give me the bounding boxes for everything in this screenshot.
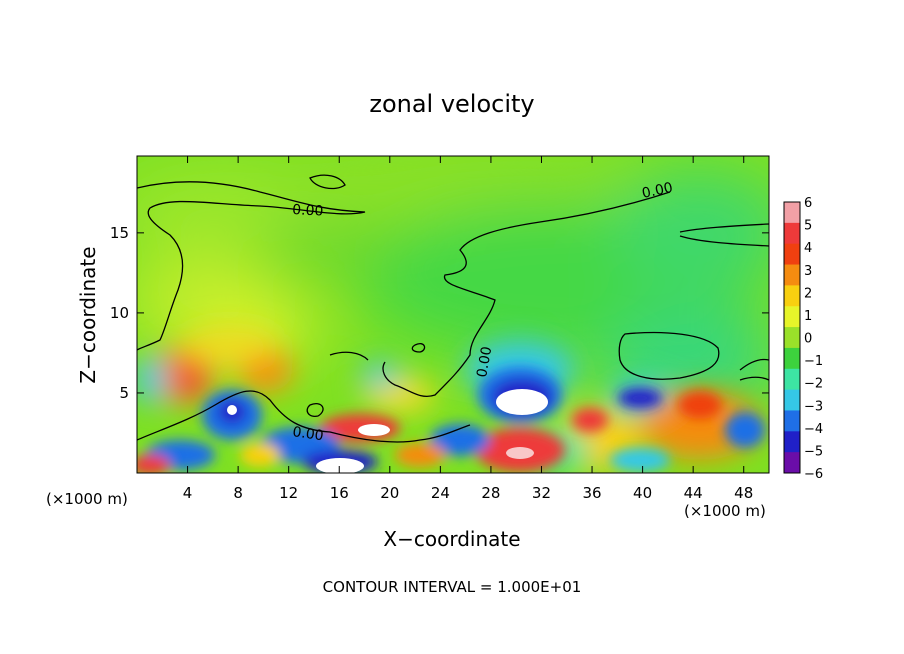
y-tick-label: 5 bbox=[119, 384, 129, 402]
colorbar-swatch bbox=[784, 431, 800, 453]
colorbar-swatch bbox=[784, 347, 800, 370]
contour-label: 0.00 bbox=[292, 202, 324, 220]
contour-interval-note: CONTOUR INTERVAL = 1.000E+01 bbox=[323, 578, 582, 596]
colorbar-tick-label: 4 bbox=[804, 241, 812, 256]
colorbar-tick-label: −4 bbox=[804, 422, 823, 437]
colorbar-swatch bbox=[784, 306, 800, 328]
y-axis-label: Z−coordinate bbox=[76, 246, 100, 383]
colorbar-tick-label: 5 bbox=[804, 219, 812, 234]
x-tick-label: 28 bbox=[481, 484, 500, 502]
colorbar-tick-label: −1 bbox=[804, 354, 823, 369]
x-tick-label: 40 bbox=[633, 484, 652, 502]
colorbar-tick-label: −5 bbox=[804, 444, 823, 459]
x-tick-label: 4 bbox=[183, 484, 193, 502]
x-tick-label: 8 bbox=[233, 484, 243, 502]
colorbar-swatch bbox=[784, 327, 800, 349]
contour-label: 0.00 bbox=[641, 180, 675, 202]
plot-frame bbox=[136, 155, 770, 474]
x-tick-label: 36 bbox=[582, 484, 601, 502]
y-tick-label: 15 bbox=[110, 224, 129, 242]
y-axis: 5 10 15 bbox=[110, 224, 769, 402]
x-axis-unit-left: (×1000 m) bbox=[46, 490, 128, 508]
colorbar-swatch bbox=[784, 264, 800, 286]
colorbar-tick-label: 3 bbox=[804, 264, 812, 279]
colorbar: 6 5 4 3 2 1 0 −1 −2 −3 −4 −5 −6 bbox=[783, 196, 823, 482]
colorbar-swatch bbox=[784, 368, 800, 391]
colorbar-frame bbox=[783, 201, 801, 474]
colorbar-swatch bbox=[784, 222, 800, 245]
colorbar-swatch bbox=[784, 243, 800, 266]
contour-label: 0.00 bbox=[474, 345, 495, 378]
colorbar-swatch bbox=[784, 285, 800, 307]
colorbar-swatch bbox=[784, 452, 800, 474]
colorbar-tick-label: 0 bbox=[804, 332, 812, 347]
colorbar-swatch bbox=[784, 202, 800, 224]
colorbar-tick-label: 6 bbox=[804, 196, 812, 211]
chart-title: zonal velocity bbox=[369, 90, 534, 118]
colorbar-swatch bbox=[784, 389, 800, 411]
colorbar-tick-label: 1 bbox=[804, 309, 812, 324]
colorbar-tick-label: 2 bbox=[804, 286, 812, 301]
zero-contours bbox=[137, 174, 769, 443]
x-axis-label: X−coordinate bbox=[383, 527, 520, 551]
colorbar-tick-label: −2 bbox=[804, 377, 823, 392]
x-tick-label: 16 bbox=[330, 484, 349, 502]
x-tick-label: 24 bbox=[431, 484, 450, 502]
colorbar-tick-label: −6 bbox=[804, 467, 823, 482]
colorbar-swatch bbox=[784, 410, 800, 432]
x-tick-label: 48 bbox=[734, 484, 753, 502]
contour-label: 0.00 bbox=[291, 424, 324, 444]
velocity-field bbox=[137, 156, 769, 473]
y-tick-label: 10 bbox=[110, 304, 129, 322]
x-axis: 4 8 12 16 20 24 28 32 36 40 44 48 bbox=[183, 156, 753, 502]
x-tick-label: 12 bbox=[279, 484, 298, 502]
x-tick-label: 44 bbox=[684, 484, 703, 502]
x-axis-unit-right: (×1000 m) bbox=[684, 502, 766, 520]
colorbar-tick-label: −3 bbox=[804, 399, 823, 414]
x-tick-label: 32 bbox=[532, 484, 551, 502]
x-tick-label: 20 bbox=[380, 484, 399, 502]
